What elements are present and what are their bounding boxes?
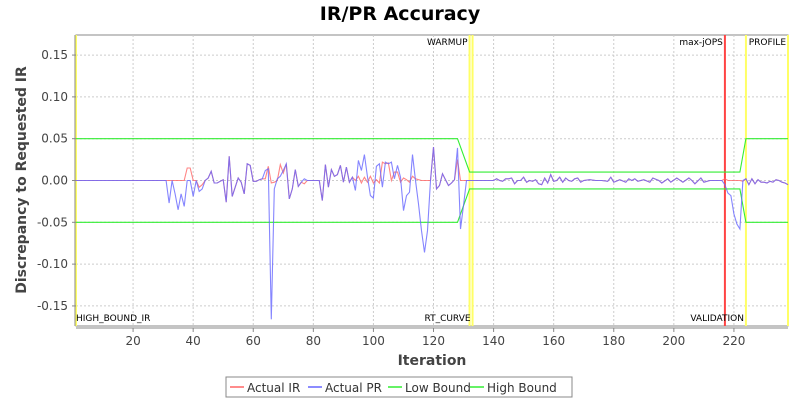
y-tick-label: 0.15 <box>41 48 68 62</box>
legend: Actual IR Actual PR Low Bound High Bound <box>225 376 573 398</box>
x-tick-label: 120 <box>422 334 445 348</box>
ticks: 20 40 60 80 100 120 140 160 180 200 220 -0.15 -0.10 -… <box>37 35 788 348</box>
x-tick-label: 40 <box>186 334 201 348</box>
legend-label: Actual IR <box>247 381 300 395</box>
y-tick-label: 0.05 <box>41 132 68 146</box>
y-tick-label: -0.05 <box>37 215 68 229</box>
series-lines <box>76 138 789 320</box>
x-tick-label: 20 <box>125 334 140 348</box>
series-line-actual-pr <box>76 147 789 320</box>
marker-label: WARMUP <box>427 38 468 48</box>
y-axis-label: Discrepancy to Requested IR <box>14 66 30 294</box>
legend-label: High Bound <box>487 381 557 395</box>
marker-label: HIGH_BOUND_IR <box>76 314 150 324</box>
y-tick-label: 0.10 <box>41 90 68 104</box>
marker-label: VALIDATION <box>690 314 744 324</box>
marker-label: PROFILE <box>749 38 787 48</box>
x-axis-label: Iteration <box>398 353 467 369</box>
x-tick-label: 140 <box>482 334 505 348</box>
x-tick-label: 220 <box>722 334 745 348</box>
series-line-high-bound <box>76 138 788 173</box>
marker-label: RT_CURVE <box>424 314 470 324</box>
x-tick-label: 200 <box>662 334 685 348</box>
x-tick-label: 60 <box>246 334 261 348</box>
x-tick-label: 100 <box>362 334 385 348</box>
marker-label: max-jOPS <box>679 38 723 48</box>
x-tick-label: 180 <box>602 334 625 348</box>
legend-label: Actual PR <box>325 381 382 395</box>
y-tick-label: 0.00 <box>41 174 68 188</box>
x-tick-label: 80 <box>306 334 321 348</box>
chart-title: IR/PR Accuracy <box>320 3 481 25</box>
x-tick-label: 160 <box>542 334 565 348</box>
legend-label: Low Bound <box>405 381 471 395</box>
y-tick-label: -0.15 <box>37 299 68 313</box>
y-tick-label: -0.10 <box>37 257 68 271</box>
series-line-low-bound <box>76 188 788 223</box>
